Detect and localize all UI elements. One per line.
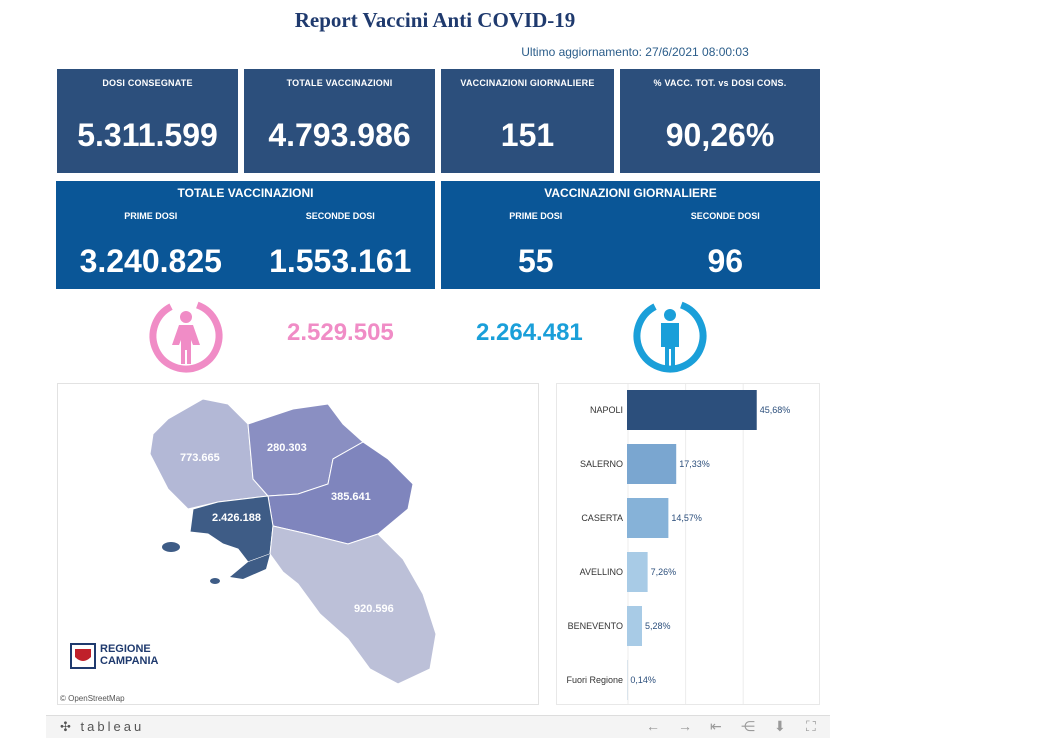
kpi-dosi-consegnate: DOSI CONSEGNATE 5.311.599 xyxy=(57,69,238,173)
region-emblem-icon xyxy=(70,643,96,669)
kpi-totale-vaccinazioni: TOTALE VACCINAZIONI 4.793.986 xyxy=(244,69,435,173)
bar-avellino[interactable] xyxy=(627,552,648,592)
revert-icon[interactable]: ⇤ xyxy=(710,718,722,734)
bar-value-label: 5,28% xyxy=(645,621,671,631)
kpi-label: VACCINAZIONI GIORNALIERE xyxy=(460,78,595,88)
map-label-benevento: 280.303 xyxy=(267,442,307,454)
prime-dosi-value: 55 xyxy=(517,243,554,279)
tableau-toolbar: ✣ tableau ← → ⇤ ⋲ ⬇ ⛶ xyxy=(46,715,830,738)
last-updated: Ultimo aggiornamento: 27/6/2021 08:00:03 xyxy=(521,45,749,59)
vaccinazioni-giornaliere-panel: VACCINAZIONI GIORNALIERE PRIME DOSI SECO… xyxy=(441,181,820,289)
redo-icon[interactable]: → xyxy=(678,718,692,734)
seconde-dosi-label: SECONDE DOSI xyxy=(305,211,375,221)
map-label-caserta: 773.665 xyxy=(180,452,220,464)
kpi-label: TOTALE VACCINAZIONI xyxy=(286,78,393,88)
bar-caserta[interactable] xyxy=(627,498,669,538)
kpi-value: 151 xyxy=(500,117,555,153)
map-region-napoli-peninsula[interactable] xyxy=(230,554,270,579)
bar-category-label: Fuori Regione xyxy=(566,675,623,685)
download-icon[interactable]: ⬇ xyxy=(774,718,786,734)
tableau-wordmark: tableau xyxy=(80,719,145,734)
bar-value-label: 17,33% xyxy=(679,459,710,469)
totale-vaccinazioni-panel: TOTALE VACCINAZIONI PRIME DOSI SECONDE D… xyxy=(56,181,435,289)
female-count: 2.529.505 xyxy=(287,319,394,346)
kpi-value: 4.793.986 xyxy=(268,117,411,153)
bar-napoli[interactable] xyxy=(627,390,757,430)
map-label-avellino: 385.641 xyxy=(331,491,371,503)
map-attribution[interactable]: © OpenStreetMap xyxy=(60,694,125,703)
bar-value-label: 7,26% xyxy=(651,567,677,577)
bar-benevento[interactable] xyxy=(627,606,642,646)
kpi-value: 5.311.599 xyxy=(77,117,218,153)
share-icon[interactable]: ⋲ xyxy=(741,718,755,734)
bar-value-label: 0,14% xyxy=(630,675,656,685)
logo-line2: CAMPANIA xyxy=(100,655,159,667)
panel-title: TOTALE VACCINAZIONI xyxy=(177,186,314,200)
bar-salerno[interactable] xyxy=(627,444,677,484)
map-label-napoli: 2.426.188 xyxy=(212,512,261,524)
male-count: 2.264.481 xyxy=(476,319,583,346)
campania-map[interactable]: 773.665 280.303 385.641 2.426.188 920.59… xyxy=(57,383,539,705)
seconde-dosi-label: SECONDE DOSI xyxy=(690,211,760,221)
kpi-label: DOSI CONSEGNATE xyxy=(102,78,193,88)
bar-value-label: 14,57% xyxy=(671,513,702,523)
kpi-value: 90,26% xyxy=(665,117,775,153)
kpi-vaccinazioni-giornaliere: VACCINAZIONI GIORNALIERE 151 xyxy=(441,69,614,173)
map-region-salerno[interactable] xyxy=(269,525,437,685)
bar-category-label: AVELLINO xyxy=(580,567,623,577)
map-region-caserta[interactable] xyxy=(149,398,270,510)
bar-fuori-regione[interactable] xyxy=(627,660,628,700)
panel-title: VACCINAZIONI GIORNALIERE xyxy=(544,186,717,200)
tableau-logo[interactable]: ✣ tableau xyxy=(60,719,144,735)
male-person-icon xyxy=(633,299,707,373)
map-label-salerno: 920.596 xyxy=(354,603,394,615)
bar-value-label: 45,68% xyxy=(760,405,791,415)
prime-dosi-label: PRIME DOSI xyxy=(124,211,178,221)
logo-line1: REGIONE xyxy=(100,643,151,655)
prime-dosi-label: PRIME DOSI xyxy=(509,211,563,221)
map-island-capri[interactable] xyxy=(210,578,220,584)
map-region-napoli[interactable] xyxy=(189,495,274,563)
bar-category-label: NAPOLI xyxy=(590,405,623,415)
fullscreen-icon[interactable]: ⛶ xyxy=(806,718,816,734)
kpi-percent-vaccinazioni: % VACC. TOT. vs DOSI CONS. 90,26% xyxy=(620,69,820,173)
seconde-dosi-value: 96 xyxy=(707,243,744,279)
kpi-label: % VACC. TOT. vs DOSI CONS. xyxy=(653,78,787,88)
female-person-icon xyxy=(149,299,223,373)
bar-category-label: SALERNO xyxy=(580,459,623,469)
map-island-ischia[interactable] xyxy=(162,542,180,552)
bar-category-label: CASERTA xyxy=(581,513,623,523)
province-bar-chart: NAPOLI 45,68% SALERNO 17,33% CASERTA 14,57% AV… xyxy=(556,383,820,705)
bar-category-label: BENEVENTO xyxy=(568,621,623,631)
tableau-mark-icon: ✣ xyxy=(60,719,74,734)
prime-dosi-value: 3.240.825 xyxy=(79,243,222,279)
seconde-dosi-value: 1.553.161 xyxy=(269,243,412,279)
page-title: Report Vaccini Anti COVID-19 xyxy=(294,8,576,32)
undo-icon[interactable]: ← xyxy=(646,718,660,734)
